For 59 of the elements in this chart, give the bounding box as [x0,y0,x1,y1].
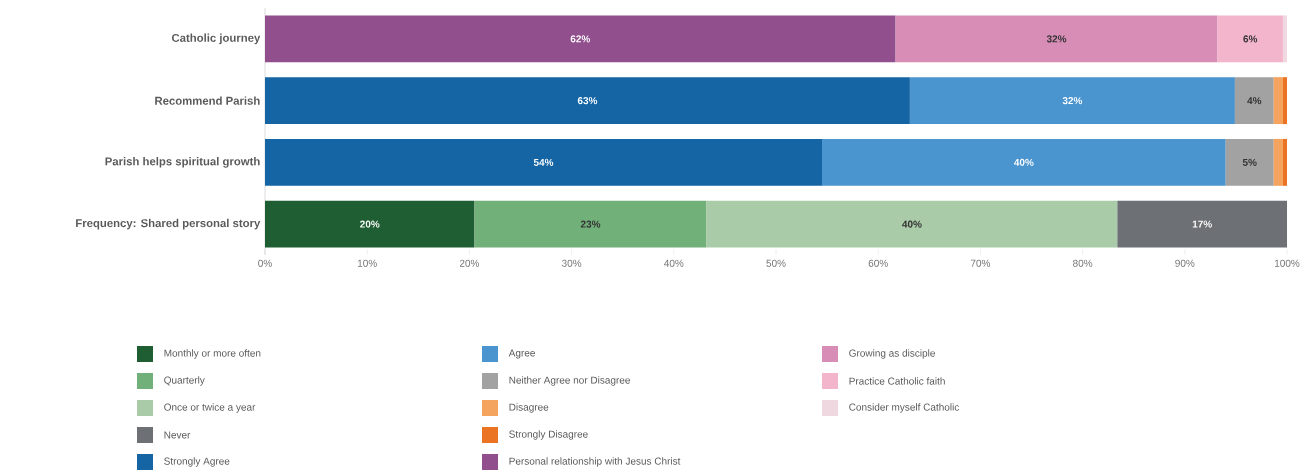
legend-label: Quarterly [164,376,205,386]
y-tick-label: Frequency: Shared personal story [76,218,261,230]
legend-label: Practice Catholic faith [849,377,945,385]
bar [265,138,822,186]
y-tick-label: Catholic journey [171,33,261,45]
bar [909,77,1235,125]
x-tick-label: 80% [1073,259,1093,267]
x-tick-label: 10% [357,259,377,267]
legend-label: Strongly Agree [164,457,230,467]
legend-label: Strongly Disagree [509,430,588,440]
bar [1234,77,1274,125]
bar [1273,77,1283,125]
legend-label: Disagree [509,403,549,413]
legend-label: Monthly or more often [164,349,261,359]
data-label: 20% [360,220,380,228]
bar [895,15,1218,63]
legend-label: Neither Agree nor Disagree [509,376,630,386]
x-tick-label: 40% [664,259,684,267]
x-tick-label: 0% [258,259,272,267]
bar [265,77,910,125]
data-label: 62% [570,35,591,43]
data-label: 40% [902,220,922,228]
legend-label: Agree [508,349,535,359]
x-tick-label: 30% [561,259,582,267]
x-tick-label: 50% [766,259,786,267]
bar [1117,200,1288,248]
legend-label: Personal relationship with Jesus Christ [509,457,681,467]
data-label: 63% [577,97,598,105]
x-tick-label: 20% [459,259,480,267]
data-label: 23% [580,220,601,228]
x-tick-label: 70% [970,259,991,267]
y-tick-label: Recommend Parish [155,96,260,105]
data-label: 40% [1013,158,1034,166]
data-label: 17% [1192,220,1212,228]
data-label: 32% [1046,35,1067,43]
bar [265,200,475,248]
x-tick-label: 60% [868,259,888,267]
bar [1225,138,1274,186]
data-label: 4% [1247,97,1262,105]
bar [1273,138,1283,186]
legend-label: Once or twice a year [164,403,256,413]
bar [822,138,1226,186]
legend-label: Never [164,431,191,439]
data-label: 6% [1243,35,1258,43]
data-label: 5% [1242,158,1257,166]
bar [706,200,1118,248]
legend-label: Growing as disciple [849,349,935,359]
bar [265,15,896,63]
bar [1282,138,1288,186]
data-label: 32% [1062,97,1083,105]
bar [1282,77,1288,125]
data-label: 54% [533,158,554,166]
x-tick-label: 100% [1274,259,1300,267]
legend-label: Consider myself Catholic [849,403,960,413]
bar [1217,15,1283,63]
bar [474,200,707,248]
y-tick-label: Parish helps spiritual growth [105,157,260,168]
bar [1282,15,1288,63]
x-tick-label: 90% [1175,259,1195,267]
